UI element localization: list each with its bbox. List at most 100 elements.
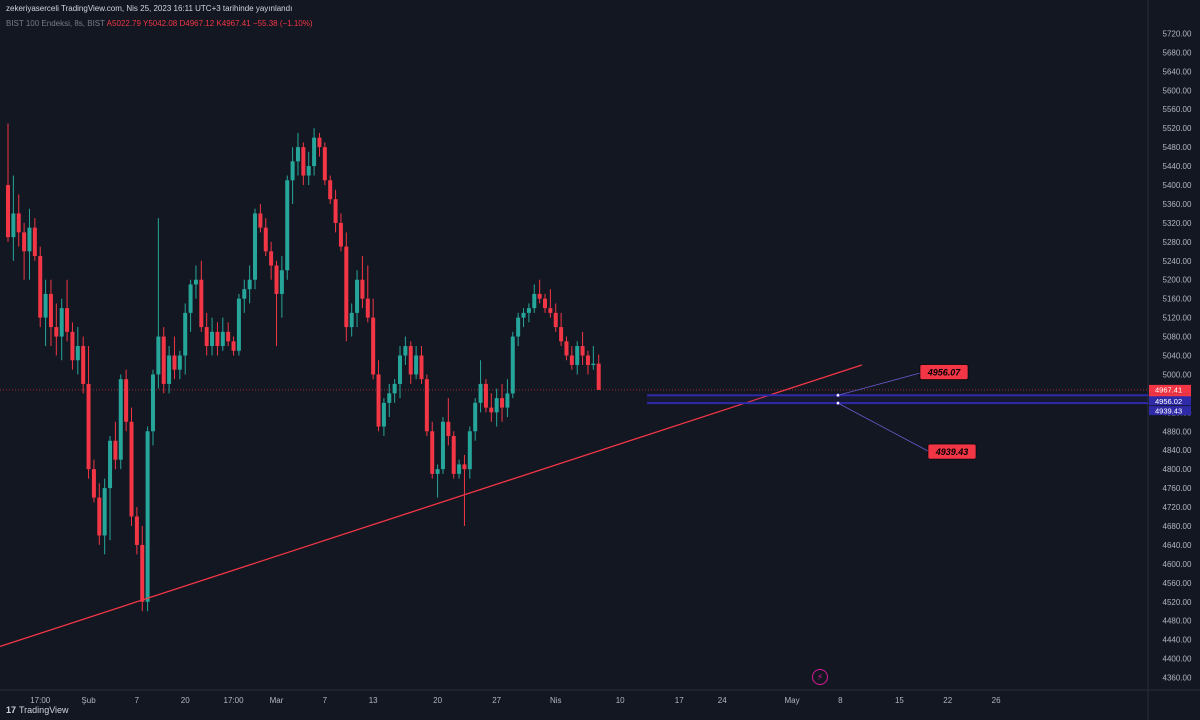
annotation-label: 4939.43 [935,447,969,457]
annotation-label: 4956.07 [927,368,962,378]
y-tick-label: 5560.00 [1163,105,1192,114]
trendline [0,364,863,648]
y-tick-label: 5600.00 [1163,86,1192,95]
annotation-leader [837,402,931,453]
y-tick-label: 4880.00 [1163,427,1192,436]
candle-body [247,279,252,290]
candle-body [161,336,166,384]
candle-body [27,227,32,252]
candle-body [32,227,37,257]
x-tick-label: 20 [433,696,442,705]
candle-body [596,363,601,390]
price-tag-upper: 4956.02 [1155,397,1182,406]
candle-body [108,440,113,489]
candle-body [134,516,139,545]
candle-body [338,222,343,247]
x-tick-label: Şub [81,696,96,705]
candle-body [333,199,338,223]
candle-body [510,336,515,394]
candle-body [177,355,182,370]
y-tick-label: 5440.00 [1163,162,1192,171]
candle-body [11,213,16,238]
y-tick-label: 4440.00 [1163,636,1192,645]
candle-body [403,346,408,356]
annotation-anchor [836,393,840,398]
y-tick-label: 5360.00 [1163,200,1192,209]
candle-body [70,331,75,361]
candle-body [392,383,397,394]
candle-body [306,166,311,176]
candle-body [376,374,381,427]
candle-body [263,227,268,252]
candle-body [118,379,123,460]
candle-body [322,147,327,181]
y-tick-label: 5280.00 [1163,238,1192,247]
candle-body [467,431,472,470]
annotation-anchor [836,401,840,405]
x-tick-label: 7 [323,696,328,705]
candle-body [97,497,102,536]
candle-body [204,327,209,347]
candle-body [129,421,134,517]
candle-body [48,293,53,328]
candle-body [199,279,204,328]
candle-body [537,293,542,299]
candle-body [457,464,462,474]
candle-body [419,355,424,380]
candle-body [591,363,596,365]
publisher-header: zekeriyaserceli TradingView.com, Nis 25,… [6,4,293,13]
candle-body [473,402,478,432]
tradingview-brand[interactable]: 17 TradingView [6,705,69,715]
ohlc-high: Y5042.08 [143,19,178,28]
y-tick-label: 5200.00 [1163,276,1192,285]
candle-body [532,293,537,309]
y-tick-label: 4720.00 [1163,503,1192,512]
ohlc-change: −55.38 (−1.10%) [252,19,313,28]
candle-body [75,346,80,361]
annotation-leader [837,372,923,396]
candle-body [236,298,241,351]
candle-body [145,431,150,602]
candle-body [285,180,290,271]
ohlc-low: D4967.12 [179,19,215,28]
candle-body [516,317,521,337]
candle-body [6,185,10,238]
y-tick-label: 5320.00 [1163,219,1192,228]
candle-body [91,469,96,498]
candle-body [269,251,274,266]
candle-body [220,331,225,347]
x-tick-label: 13 [369,696,378,705]
candle-body [226,331,231,342]
candle-body [328,180,333,200]
candle-body [113,440,118,460]
candle-body [408,346,413,375]
x-tick-label: Mar [270,696,284,705]
candle-body [140,544,145,602]
candle-body [59,308,64,337]
candle-body [580,346,585,356]
price-tag-lower-bg [1149,406,1191,416]
candle-body [494,398,499,413]
x-tick-label: May [784,696,799,705]
candle-body [65,308,70,332]
y-tick-label: 5720.00 [1163,29,1192,38]
x-tick-label: 20 [181,696,190,705]
candle-body [258,213,263,228]
annotation-box [919,364,969,380]
y-tick-label: 5400.00 [1163,181,1192,190]
symbol-legend[interactable]: BIST 100 Endeksi, 8s, BIST A5022.79 Y504… [6,19,313,28]
candle-body [290,161,295,181]
candle-body [500,398,505,408]
candle-body [22,232,27,252]
y-tick-label: 5160.00 [1163,295,1192,304]
candle-body [317,137,322,148]
y-tick-label: 5120.00 [1163,314,1192,323]
candle-body [553,312,558,328]
y-tick-label: 5240.00 [1163,257,1192,266]
candle-body [424,379,429,432]
candle-body [102,488,107,536]
lightning-icon[interactable]: ⚡ [812,669,828,685]
y-tick-label: 4560.00 [1163,579,1192,588]
y-tick-label: 4400.00 [1163,655,1192,664]
